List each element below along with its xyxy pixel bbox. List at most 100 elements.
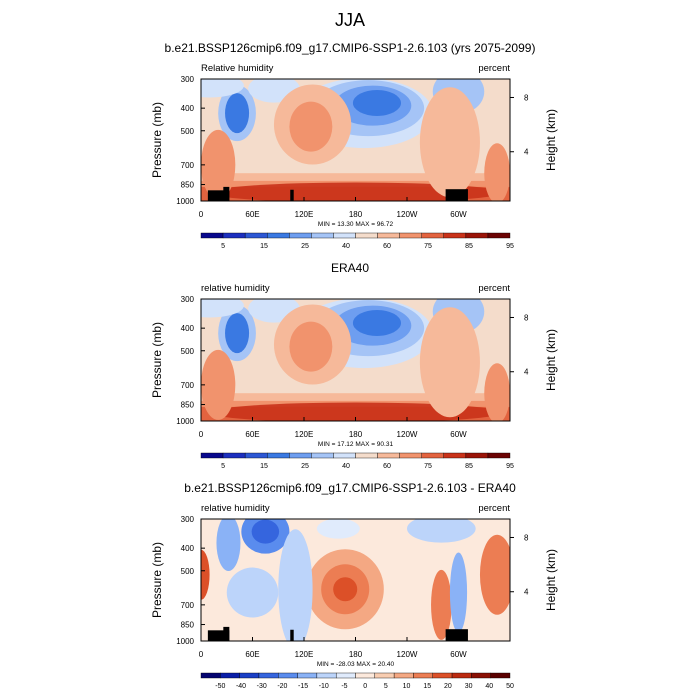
colorbar-swatch	[377, 452, 400, 459]
panel-title: ERA40	[331, 261, 369, 275]
colorbar-swatch	[355, 232, 378, 239]
colorbar-swatch	[399, 232, 422, 239]
field-moist-core	[209, 182, 502, 201]
colorbar-swatch	[220, 672, 240, 679]
contour-field	[201, 299, 510, 421]
y-axis-label: Pressure (mb)	[150, 322, 164, 398]
colorbar-swatch	[393, 672, 414, 679]
colorbar-label: 40	[485, 683, 493, 690]
x-tick-label: 180	[349, 430, 363, 439]
colorbar-swatch	[200, 452, 224, 459]
y2-axis-label: Height (km)	[544, 109, 558, 171]
colorbar-label: 15	[260, 243, 268, 250]
contour-field	[201, 519, 510, 641]
colorbar-swatch	[465, 232, 489, 239]
terrain-block	[445, 629, 468, 641]
x-tick-label: 60W	[450, 430, 467, 439]
field-pos-4	[201, 549, 210, 600]
colorbar-label: 75	[424, 463, 432, 470]
colorbar-swatch	[289, 232, 312, 239]
y-tick-label: 300	[181, 515, 195, 524]
colorbar-swatch	[451, 672, 472, 679]
field-moist-4	[201, 129, 236, 200]
colorbar-swatch	[421, 232, 444, 239]
x-tick-label: 180	[349, 650, 363, 659]
colorbar-label: 30	[465, 683, 473, 690]
field-moist-3	[419, 307, 480, 418]
colorbar-label: -50	[215, 683, 225, 690]
field-neg-3	[216, 519, 241, 571]
colorbar-swatch	[377, 232, 400, 239]
panel-3: b.e21.BSSP126cmip6.f09_g17.CMIP6-SSP1-2.…	[150, 481, 558, 690]
field-dry-8	[201, 79, 244, 98]
field-moist-2	[289, 321, 333, 372]
terrain-block	[223, 626, 230, 641]
x-tick-label: 120W	[397, 430, 418, 439]
x-tick-label: 180	[349, 210, 363, 219]
colorbar-swatch	[200, 672, 221, 679]
colorbar-swatch	[465, 452, 489, 459]
colorbar-label: 60	[383, 243, 391, 250]
x-tick-label: 120E	[295, 210, 314, 219]
colorbar-swatch	[244, 452, 268, 459]
field-pos-5	[479, 534, 510, 615]
field-moist-5	[484, 143, 510, 201]
y2-tick-label: 8	[524, 313, 529, 322]
x-tick-label: 60E	[245, 650, 259, 659]
panel-title: b.e21.BSSP126cmip6.f09_g17.CMIP6-SSP1-2.…	[165, 41, 536, 55]
minmax-label: MIN = -28.03 MAX = 20.40	[317, 661, 395, 668]
y-tick-label: 500	[181, 567, 195, 576]
colorbar-label: 15	[423, 683, 431, 690]
y-tick-label: 500	[181, 127, 195, 136]
colorbar-swatch	[335, 672, 356, 679]
field-moist-5	[484, 363, 510, 421]
panel-right-label: percent	[478, 63, 510, 74]
field-moist-3	[419, 87, 480, 198]
panel-title: b.e21.BSSP126cmip6.f09_g17.CMIP6-SSP1-2.…	[184, 481, 516, 495]
colorbar-swatch	[278, 672, 298, 679]
colorbar-swatch	[222, 232, 246, 239]
field-dry-6	[225, 93, 250, 134]
x-tick-label: 0	[199, 430, 204, 439]
y-tick-label: 850	[181, 401, 195, 410]
colorbar-label: 5	[221, 463, 225, 470]
y-axis-label: Pressure (mb)	[150, 102, 164, 178]
field-neg-2	[251, 519, 280, 544]
field-neg-5	[226, 567, 279, 618]
colorbar-swatch	[374, 672, 395, 679]
colorbar-swatch	[443, 232, 467, 239]
y-tick-label: 300	[181, 295, 195, 304]
colorbar-label: 60	[383, 463, 391, 470]
colorbar-label: 95	[506, 463, 514, 470]
terrain-block	[207, 630, 230, 641]
colorbar-label: -10	[319, 683, 329, 690]
colorbar-label: -5	[341, 683, 347, 690]
colorbar-swatch	[244, 232, 268, 239]
y-tick-label: 1000	[176, 197, 194, 206]
colorbar-swatch	[316, 672, 337, 679]
x-tick-label: 0	[199, 210, 204, 219]
colorbar-label: 85	[465, 243, 473, 250]
panel-right-label: percent	[478, 283, 510, 294]
field-pos-6	[431, 569, 452, 640]
x-tick-label: 60W	[450, 210, 467, 219]
field-neg-4	[278, 529, 313, 641]
colorbar-label: 85	[465, 463, 473, 470]
colorbar-swatch	[355, 452, 378, 459]
field-dry-6	[225, 313, 250, 354]
colorbar-label: 40	[342, 243, 350, 250]
panel-left-label: relative humidity	[201, 283, 270, 294]
colorbar-swatch	[487, 452, 511, 459]
colorbar-swatch	[297, 672, 318, 679]
colorbar-swatch	[239, 672, 260, 679]
y-tick-label: 300	[181, 75, 195, 84]
colorbar-swatch	[421, 452, 444, 459]
colorbar-label: 95	[506, 243, 514, 250]
field-neg-8	[316, 519, 360, 539]
y2-tick-label: 8	[524, 93, 529, 102]
colorbar-label: 75	[424, 243, 432, 250]
colorbar-label: 15	[260, 463, 268, 470]
y-tick-label: 400	[181, 324, 195, 333]
